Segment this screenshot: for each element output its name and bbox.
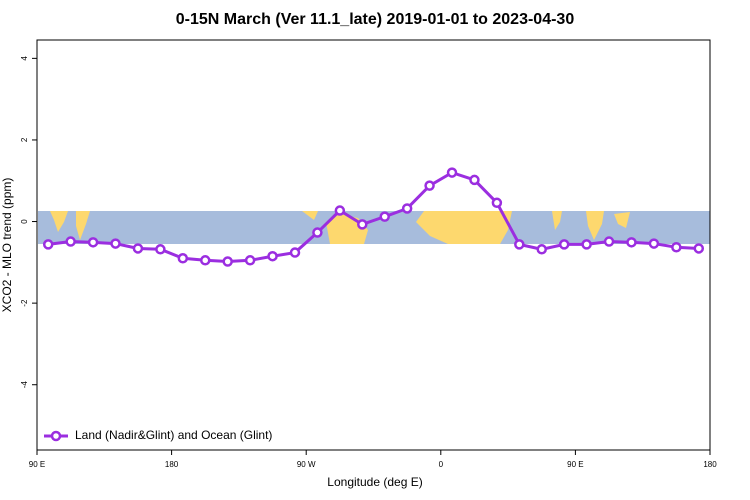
data-point [536,244,547,255]
y-tick-label: -4 [20,381,29,389]
legend-marker [50,430,62,442]
x-tick-label: 90 E [29,460,45,469]
x-tick-label: 0 [439,460,444,469]
data-point [200,255,211,266]
data-point [514,239,525,250]
x-tick-label: 180 [165,460,179,469]
chart-title: 0-15N March (Ver 11.1_late) 2019-01-01 t… [176,11,575,28]
data-point [289,247,301,258]
data-point [222,256,233,267]
data-point [603,236,615,247]
x-tick-label: 180 [703,460,717,469]
data-point [626,237,637,248]
data-point [177,253,189,264]
data-point [379,211,390,222]
data-point [244,255,256,266]
y-axis-label: XCO2 - MLO trend (ppm) [0,178,14,313]
x-tick-label: 90 W [297,460,316,469]
x-tick-label: 90 E [567,460,583,469]
data-point [491,197,503,209]
data-point [334,205,346,216]
data-point [87,237,99,248]
y-tick-label: -2 [20,299,29,307]
data-point [469,174,480,186]
data-point [155,244,166,255]
data-point [312,227,323,238]
data-point [446,167,458,178]
legend-label: Land (Nadir&Glint) and Ocean (Glint) [75,428,272,442]
data-point [671,241,682,253]
data-point [693,243,705,254]
data-point [267,250,278,262]
data-point [581,239,592,250]
data-point [65,236,76,247]
y-tick-label: 2 [20,137,29,142]
data-point [132,243,144,254]
data-point [110,238,121,249]
data-point [648,238,660,249]
y-tick-label: 0 [20,219,29,224]
map-band [38,211,710,244]
data-point [558,239,570,250]
plot-frame [36,39,711,451]
y-tick-label: 4 [20,56,29,61]
data-point [357,219,368,230]
data-point [401,203,413,214]
data-point [424,180,435,191]
x-axis-label: Longitude (deg E) [327,475,422,489]
data-point [42,239,54,250]
